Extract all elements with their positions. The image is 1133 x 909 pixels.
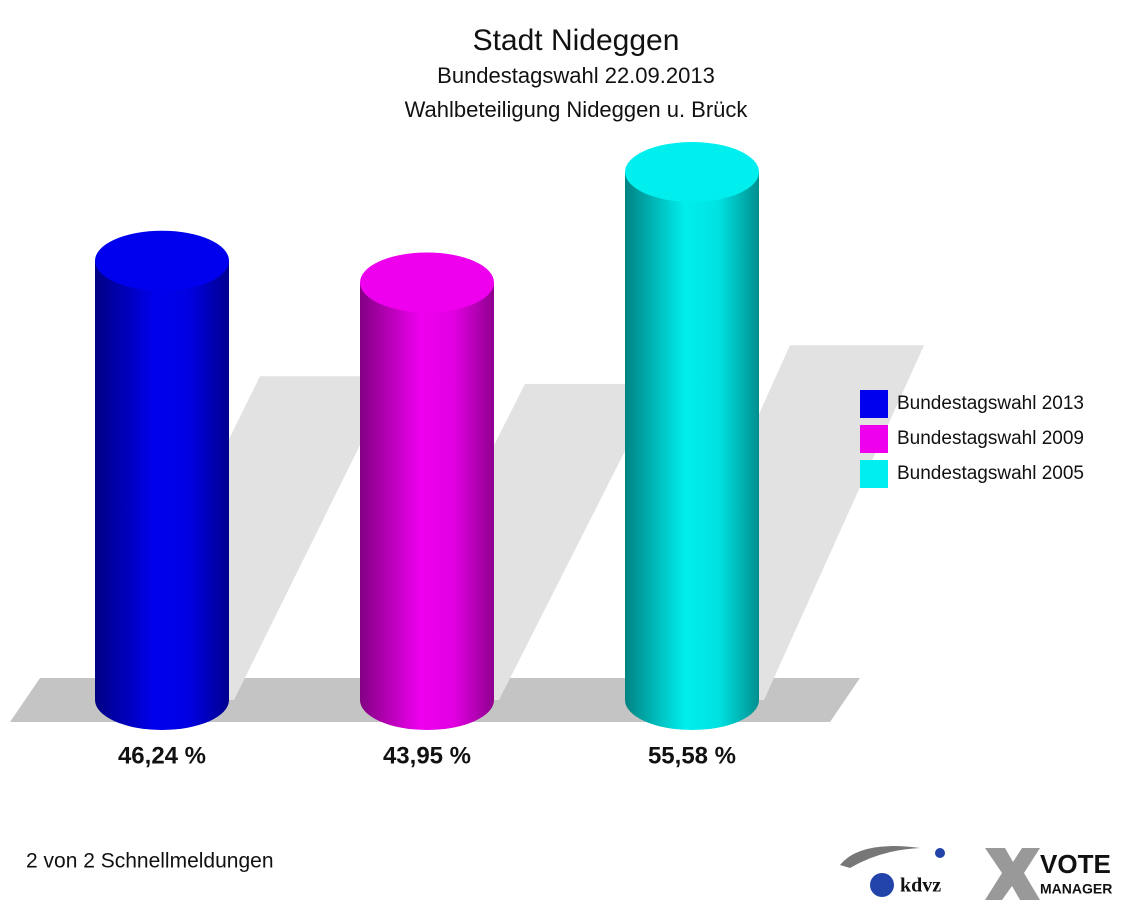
- legend-swatch: [860, 425, 888, 453]
- footer: 2 von 2 Schnellmeldungen: [26, 850, 274, 873]
- bar: [360, 282, 494, 730]
- value-label: 43,95 %: [383, 742, 471, 769]
- value-label: 55,58 %: [648, 742, 736, 769]
- bar: [625, 171, 759, 731]
- chart-subtitle: Bundestagswahl 22.09.2013: [437, 63, 715, 88]
- bar-top: [95, 230, 229, 291]
- legend-label: Bundestagswahl 2013: [897, 393, 1084, 414]
- logo-product: VOTE: [1040, 849, 1111, 879]
- legend: Bundestagswahl 2013 Bundestagswahl 2009 Bu…: [860, 390, 1084, 488]
- legend-label: Bundestagswahl 2009: [897, 428, 1084, 449]
- logo-cross: [985, 848, 1040, 900]
- chart-subtitle: Wahlbeteiligung Nideggen u. Brück: [405, 97, 749, 122]
- legend-swatch: [860, 460, 888, 488]
- logo: kdvz VOTE MANAGER: [840, 846, 1112, 900]
- value-label: 46,24 %: [118, 742, 206, 769]
- bar-top: [625, 141, 759, 202]
- logo-ball: [935, 848, 945, 858]
- legend-swatch: [860, 390, 888, 418]
- logo-product: MANAGER: [1040, 881, 1112, 897]
- legend-label: Bundestagswahl 2005: [897, 463, 1084, 484]
- bar-top: [360, 252, 494, 313]
- bar: [95, 260, 229, 730]
- logo-brand: kdvz: [900, 875, 941, 897]
- bars: [95, 141, 759, 731]
- logo-swoosh: [840, 846, 920, 868]
- chart-title: Stadt Nideggen: [473, 24, 680, 57]
- logo-ball: [870, 873, 894, 897]
